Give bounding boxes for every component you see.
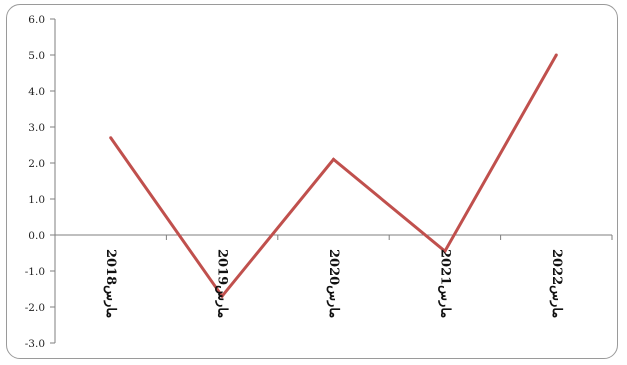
y-tick-label: 1.0: [28, 194, 45, 206]
x-category-label: مارس2019: [215, 249, 230, 318]
y-axis: 6.0 5.0 4.0 3.0 2.0 1.0 0.0 -1.0 -2.0 -3.0: [25, 14, 56, 350]
x-category-label: مارس2020: [326, 249, 341, 318]
data-point: [443, 249, 447, 253]
y-tick-label: 3.0: [28, 122, 45, 134]
data-point: [220, 294, 224, 298]
x-category-label: مارس2022: [549, 249, 564, 318]
y-tick-label: 6.0: [28, 14, 45, 26]
y-tick-label: 2.0: [28, 158, 45, 170]
y-tick-label: 5.0: [28, 50, 45, 62]
data-point: [554, 53, 558, 57]
data-point: [332, 157, 335, 161]
data-point: [109, 136, 113, 140]
y-tick-label: -3.0: [25, 338, 45, 350]
x-category-label: مارس2018: [103, 249, 118, 318]
category-labels: مارس2018 مارس2019 مارس2020 مارس2021 مارس2022: [103, 249, 564, 318]
y-tick-label: 0.0: [28, 230, 45, 242]
y-tick-label: 4.0: [28, 86, 45, 98]
chart-frame: [6, 4, 618, 359]
x-axis: [54, 234, 613, 240]
x-category-label: مارس2021: [437, 249, 452, 318]
y-tick-label: -1.0: [25, 266, 45, 278]
y-tick-label: -2.0: [25, 302, 45, 314]
series-group: [109, 53, 558, 299]
